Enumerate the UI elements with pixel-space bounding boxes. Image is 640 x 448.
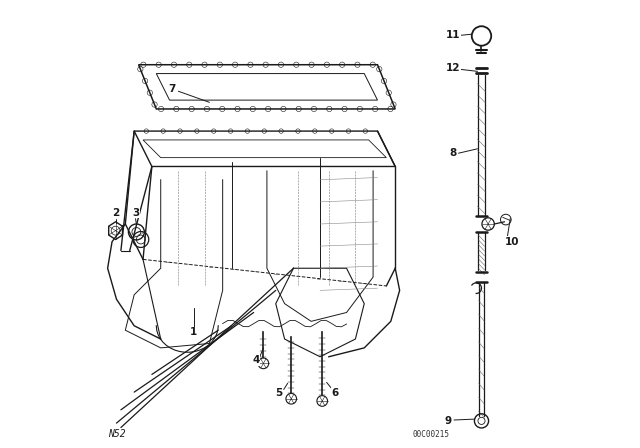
Text: 12: 12 — [445, 63, 460, 73]
Text: 8: 8 — [449, 148, 456, 158]
Text: 4: 4 — [253, 355, 260, 365]
Circle shape — [258, 358, 269, 369]
Text: N52: N52 — [108, 429, 125, 439]
Circle shape — [317, 396, 328, 406]
Text: 2: 2 — [112, 208, 119, 218]
Text: 5: 5 — [276, 388, 283, 398]
Text: 11: 11 — [445, 30, 460, 39]
Text: 3: 3 — [132, 208, 139, 218]
Text: 10: 10 — [505, 237, 520, 247]
Text: 00C00215: 00C00215 — [412, 430, 449, 439]
Circle shape — [286, 393, 296, 404]
Text: 9: 9 — [445, 416, 452, 426]
Text: 1: 1 — [190, 327, 198, 337]
Text: 7: 7 — [168, 84, 175, 94]
Text: 6: 6 — [332, 388, 339, 398]
